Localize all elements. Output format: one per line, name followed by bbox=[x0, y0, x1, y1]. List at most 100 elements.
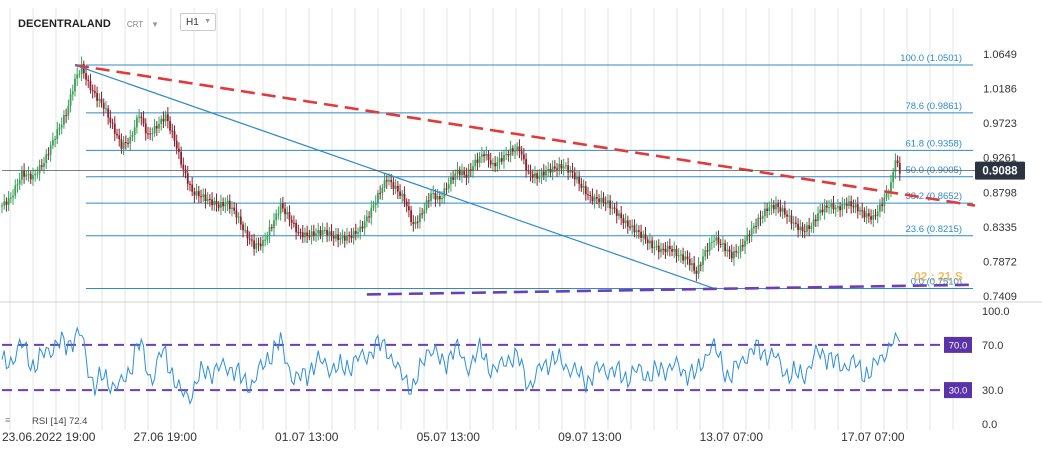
candle-body bbox=[392, 182, 395, 189]
candle-body bbox=[169, 121, 171, 131]
candle-body bbox=[688, 258, 691, 266]
candle-body bbox=[403, 193, 406, 202]
time-tick-label: 01.07 13:00 bbox=[275, 430, 339, 444]
candle-body bbox=[438, 196, 441, 200]
fib-level-label: 78.6 (0.9861) bbox=[905, 101, 962, 112]
symbol-subtitle: CRT bbox=[126, 19, 144, 29]
candle-body bbox=[834, 207, 837, 210]
candle-body bbox=[593, 197, 596, 202]
candle-body bbox=[730, 251, 733, 259]
candle-body bbox=[197, 191, 200, 197]
candle-body bbox=[350, 235, 353, 238]
candle-body bbox=[363, 221, 366, 229]
candle-body bbox=[757, 217, 760, 227]
price-tick-label: 0.8798 bbox=[983, 187, 1017, 199]
candle-body bbox=[231, 207, 233, 209]
candle-body bbox=[456, 169, 459, 174]
candle-body bbox=[407, 206, 410, 211]
candle-body bbox=[43, 163, 45, 167]
candle-body bbox=[666, 245, 669, 252]
candle-body bbox=[275, 213, 278, 221]
candle-body bbox=[872, 215, 875, 220]
candle-body bbox=[343, 236, 346, 241]
candle-body bbox=[357, 232, 359, 234]
price-tick-label: 0.9723 bbox=[983, 118, 1017, 130]
candle-body bbox=[823, 205, 826, 213]
candle-body bbox=[649, 240, 651, 244]
candle-body bbox=[222, 202, 225, 207]
candle-body bbox=[173, 131, 176, 141]
candle-body bbox=[450, 177, 452, 185]
candle-body bbox=[540, 171, 543, 177]
candle-body bbox=[354, 231, 357, 234]
candle-body bbox=[604, 202, 607, 204]
candle-body bbox=[244, 230, 247, 232]
candle-body bbox=[359, 226, 362, 233]
candle-body bbox=[321, 230, 324, 235]
candle-body bbox=[806, 225, 808, 232]
trend-lines bbox=[2, 63, 976, 296]
candle-body bbox=[396, 185, 399, 192]
candle-body bbox=[821, 209, 824, 213]
candle-body bbox=[536, 173, 539, 179]
candle-body bbox=[556, 168, 558, 170]
candle-body bbox=[620, 213, 623, 219]
candle-body bbox=[801, 226, 804, 232]
rsi-tick-label: 70.0 bbox=[982, 340, 1003, 352]
candle-body bbox=[379, 192, 382, 194]
candle-body bbox=[660, 248, 662, 253]
candle-body bbox=[202, 194, 205, 197]
candle-body bbox=[693, 263, 696, 271]
candle-body bbox=[337, 234, 340, 240]
candle-body bbox=[618, 213, 620, 216]
candle-body bbox=[284, 208, 286, 215]
purple-support-line bbox=[366, 283, 976, 296]
rsi-line bbox=[1, 326, 901, 406]
candle-body bbox=[248, 238, 251, 240]
candle-body bbox=[646, 239, 649, 244]
candle-body bbox=[54, 139, 56, 141]
candle-body bbox=[65, 115, 68, 117]
rsi-level-badge bbox=[944, 336, 972, 353]
candle-body bbox=[182, 164, 185, 170]
candle-body bbox=[788, 215, 791, 217]
candle-body bbox=[859, 210, 861, 212]
candle-body bbox=[109, 117, 112, 123]
candle-body bbox=[686, 256, 689, 259]
candle-body bbox=[814, 219, 817, 222]
candle-body bbox=[558, 164, 561, 170]
candle-body bbox=[78, 73, 81, 75]
candle-body bbox=[56, 129, 59, 140]
candle-body bbox=[867, 213, 870, 217]
timeframe-select[interactable]: H1 ▼ bbox=[180, 13, 216, 31]
candle-body bbox=[250, 239, 253, 241]
candle-body bbox=[845, 204, 848, 206]
price-tick-label: 0.8335 bbox=[983, 222, 1017, 234]
candle-body bbox=[500, 158, 503, 162]
candle-body bbox=[719, 243, 722, 245]
candle-body bbox=[140, 116, 143, 119]
chevron-down-icon[interactable]: ▼ bbox=[151, 19, 160, 29]
candle-body bbox=[36, 173, 39, 175]
candle-body bbox=[483, 154, 485, 157]
candle-body bbox=[193, 191, 196, 196]
candle-body bbox=[775, 203, 777, 210]
candle-body bbox=[228, 200, 231, 209]
candle-body bbox=[836, 206, 839, 208]
candle-body bbox=[131, 135, 134, 137]
rsi-level-badge-label: 70.0 bbox=[949, 340, 968, 351]
candle-body bbox=[503, 154, 505, 162]
candle-body bbox=[810, 226, 813, 229]
candle-body bbox=[416, 221, 419, 223]
chart-header: DECENTRALAND CRT ▼ bbox=[18, 14, 159, 34]
candle-body bbox=[60, 124, 63, 128]
candle-body bbox=[299, 232, 302, 234]
candle-body bbox=[310, 231, 313, 237]
candle-body bbox=[308, 235, 311, 237]
fib-level-label: 0.0 (0.7510) bbox=[911, 276, 962, 287]
candle-body bbox=[116, 133, 118, 136]
candle-body bbox=[58, 127, 61, 130]
candle-body bbox=[242, 224, 244, 231]
time-tick-label: 13.07 07:00 bbox=[700, 430, 764, 444]
candle-body bbox=[370, 207, 373, 218]
